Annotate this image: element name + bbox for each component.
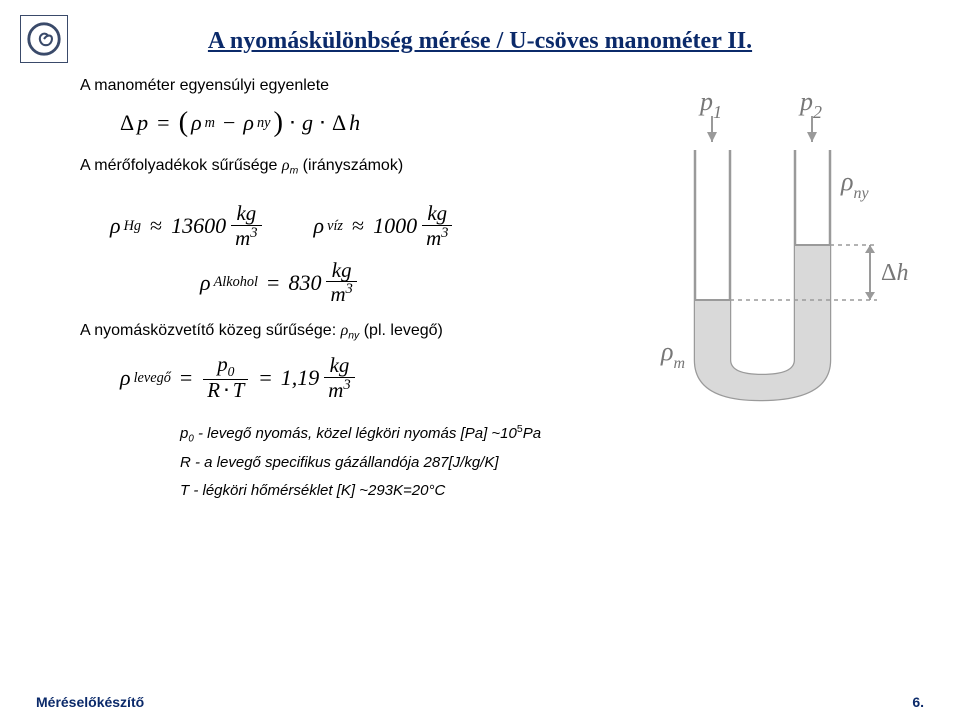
footer-left: Méréselőkészítő — [36, 694, 144, 710]
note-R: R - a levegő specifikus gázállandója 287… — [180, 449, 910, 478]
svg-text:ρny: ρny — [840, 167, 869, 202]
density-water: ρvíz ≈ 1000 kg m3 — [314, 203, 455, 250]
svg-text:Δh: Δh — [881, 260, 908, 286]
footer: Méréselőkészítő 6. — [36, 694, 924, 710]
logo — [20, 15, 68, 63]
page-number: 6. — [912, 694, 924, 710]
page-title: A nyomáskülönbség mérése / U-csöves mano… — [50, 20, 910, 55]
manometer-diagram: p1 p2 — [645, 80, 925, 420]
svg-text:p1: p1 — [698, 87, 722, 122]
note-T: T - légköri hőmérséklet [K] ~293K=20°C — [180, 477, 910, 506]
svg-text:p2: p2 — [798, 87, 822, 122]
density-hg: ρHg ≈ 13600 kg m3 — [110, 203, 264, 250]
notes-block: p0 - levegő nyomás, közel légköri nyomás… — [180, 420, 910, 506]
svg-text:ρm: ρm — [660, 337, 685, 372]
note-p0: p0 - levegő nyomás, közel légköri nyomás… — [180, 420, 910, 449]
